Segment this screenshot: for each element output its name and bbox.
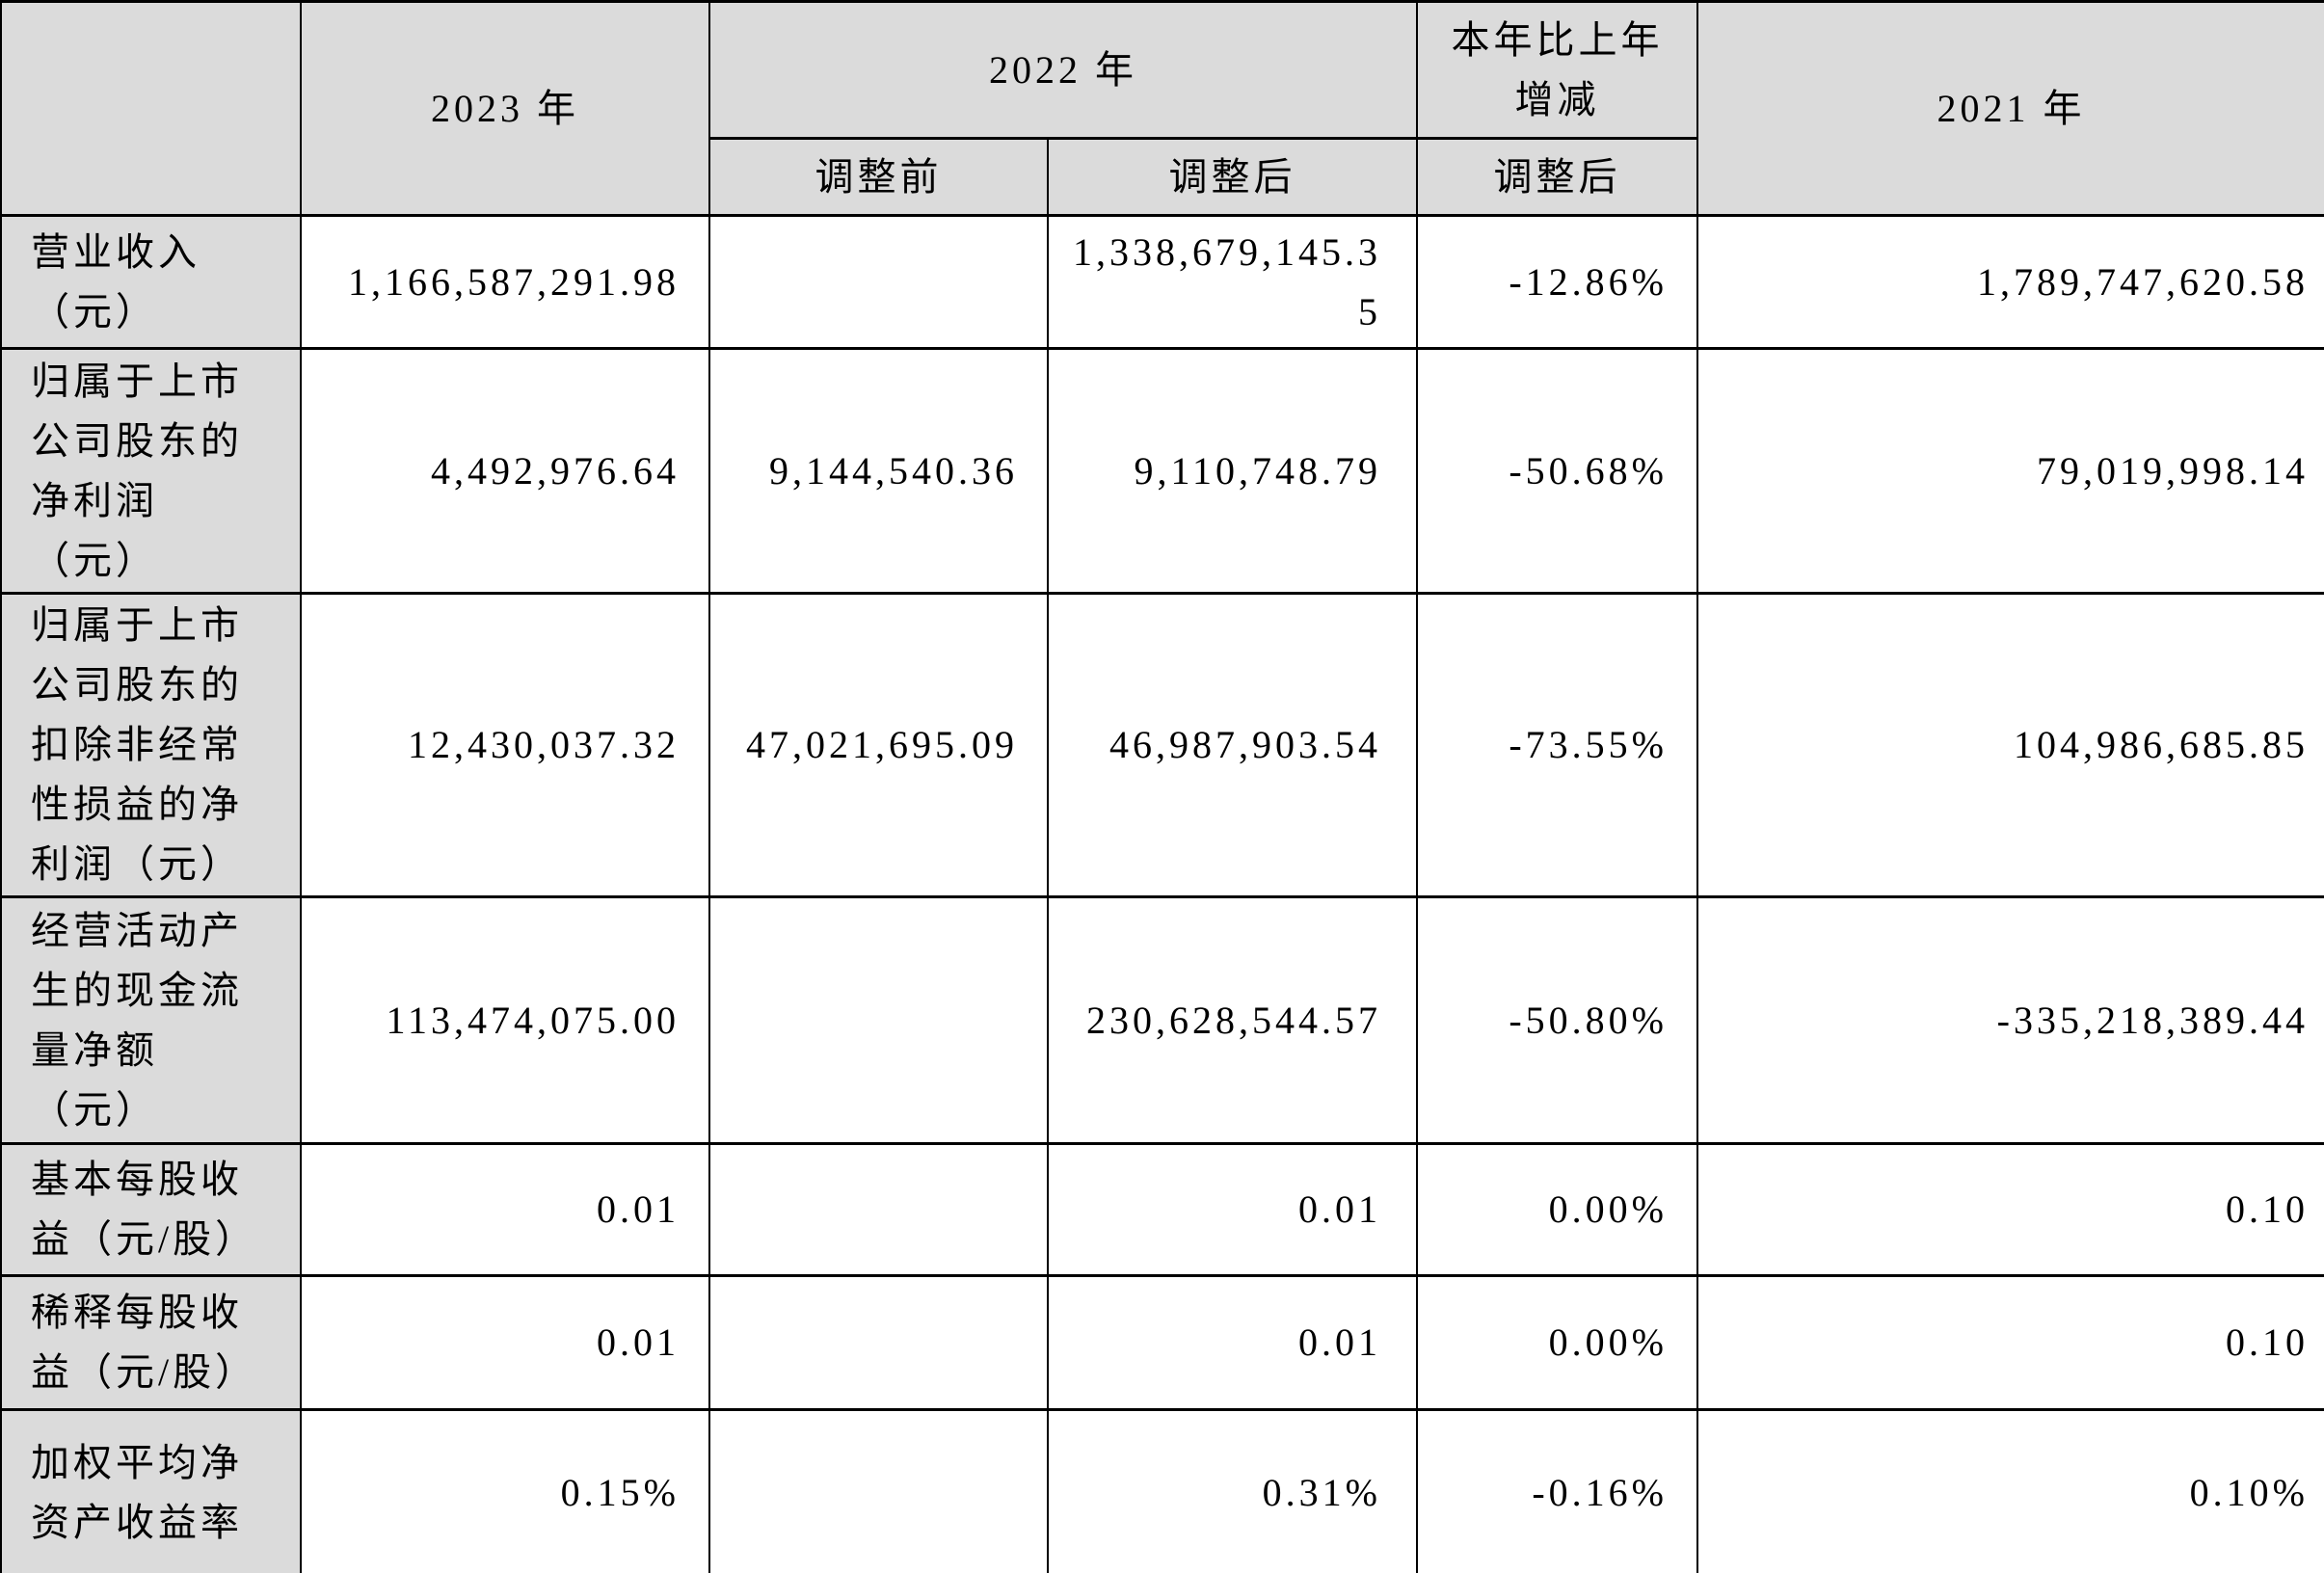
- value-2023-cell: 0.01: [300, 1274, 710, 1411]
- value-change-cell: -50.80%: [1416, 895, 1698, 1145]
- value-change-cell: -0.16%: [1416, 1408, 1698, 1573]
- value-2022-before-cell: [708, 1274, 1049, 1411]
- value-2023-cell: 12,430,037.32: [300, 592, 710, 898]
- row-label-cell: 加权平均净资产收益率: [0, 1408, 302, 1573]
- value-change-cell: -73.55%: [1416, 592, 1698, 898]
- value-change-cell: -50.68%: [1416, 347, 1698, 595]
- table-row: 归属于上市公司股东的净利润（元） 4,492,976.64 9,144,540.…: [0, 347, 2324, 595]
- value-2021-cell: 1,789,747,620.58: [1696, 214, 2324, 350]
- value-2021-cell: 0.10: [1696, 1274, 2324, 1411]
- value-2021-cell: -335,218,389.44: [1696, 895, 2324, 1145]
- table-row: 归属于上市公司股东的扣除非经常性损益的净利润（元） 12,430,037.32 …: [0, 592, 2324, 898]
- row-label-cell: 营业收入（元）: [0, 214, 302, 350]
- value-2022-after-cell: 46,987,903.54: [1047, 592, 1418, 898]
- header-2023-cell: 2023 年: [300, 0, 710, 217]
- value-2022-before-cell: [708, 1142, 1049, 1277]
- header-2021-cell: 2021 年: [1696, 0, 2324, 217]
- value-2022-after-cell: 1,338,679,145.35: [1047, 214, 1418, 350]
- value-2022-after-cell: 0.01: [1047, 1142, 1418, 1277]
- table-row: 稀释每股收益（元/股） 0.01 0.01 0.00% 0.10: [0, 1274, 2324, 1411]
- value-change-cell: -12.86%: [1416, 214, 1698, 350]
- row-label-cell: 稀释每股收益（元/股）: [0, 1274, 302, 1411]
- value-2022-before-cell: [708, 1408, 1049, 1573]
- value-2022-after-cell: 9,110,748.79: [1047, 347, 1418, 595]
- value-2023-cell: 113,474,075.00: [300, 895, 710, 1145]
- header-before-adjust-cell: 调整前: [708, 137, 1049, 217]
- header-2022-cell: 2022 年: [708, 0, 1418, 140]
- header-after-adjust-cell: 调整后: [1047, 137, 1418, 217]
- value-2022-before-cell: 9,144,540.36: [708, 347, 1049, 595]
- value-2021-cell: 104,986,685.85: [1696, 592, 2324, 898]
- value-2022-after-cell: 0.31%: [1047, 1408, 1418, 1573]
- value-2022-before-cell: [708, 895, 1049, 1145]
- row-label-cell: 经营活动产生的现金流量净额（元）: [0, 895, 302, 1145]
- row-label-cell: 基本每股收益（元/股）: [0, 1142, 302, 1277]
- value-2023-cell: 0.15%: [300, 1408, 710, 1573]
- value-change-cell: 0.00%: [1416, 1274, 1698, 1411]
- value-2021-cell: 0.10: [1696, 1142, 2324, 1277]
- table-row: 加权平均净资产收益率 0.15% 0.31% -0.16% 0.10%: [0, 1408, 2324, 1573]
- header-row-1: 2023 年 2022 年 本年比上年增减 2021 年: [0, 0, 2324, 217]
- row-label-cell: 归属于上市公司股东的净利润（元）: [0, 347, 302, 595]
- value-2022-before-cell: [708, 214, 1049, 350]
- header-change-after-adjust-cell: 调整后: [1416, 137, 1698, 217]
- value-2022-before-cell: 47,021,695.09: [708, 592, 1049, 898]
- table-body: 营业收入（元） 1,166,587,291.98 1,338,679,145.3…: [0, 214, 2324, 1573]
- header-corner-cell: [0, 0, 302, 217]
- header-change-cell: 本年比上年增减: [1416, 0, 1698, 140]
- value-change-cell: 0.00%: [1416, 1142, 1698, 1277]
- table-header: 2023 年 2022 年 本年比上年增减 2021 年 调整前 调整后 调整后: [0, 0, 2324, 217]
- row-label-cell: 归属于上市公司股东的扣除非经常性损益的净利润（元）: [0, 592, 302, 898]
- table-row: 经营活动产生的现金流量净额（元） 113,474,075.00 230,628,…: [0, 895, 2324, 1145]
- value-2022-after-cell: 230,628,544.57: [1047, 895, 1418, 1145]
- value-2023-cell: 1,166,587,291.98: [300, 214, 710, 350]
- header-row-2: 调整前 调整后 调整后: [1, 137, 2324, 217]
- value-2023-cell: 4,492,976.64: [300, 347, 710, 595]
- value-2021-cell: 79,019,998.14: [1696, 347, 2324, 595]
- table-row: 营业收入（元） 1,166,587,291.98 1,338,679,145.3…: [0, 214, 2324, 350]
- value-2023-cell: 0.01: [300, 1142, 710, 1277]
- value-2022-after-cell: 0.01: [1047, 1274, 1418, 1411]
- value-2021-cell: 0.10%: [1696, 1408, 2324, 1573]
- table-row: 基本每股收益（元/股） 0.01 0.01 0.00% 0.10: [0, 1142, 2324, 1277]
